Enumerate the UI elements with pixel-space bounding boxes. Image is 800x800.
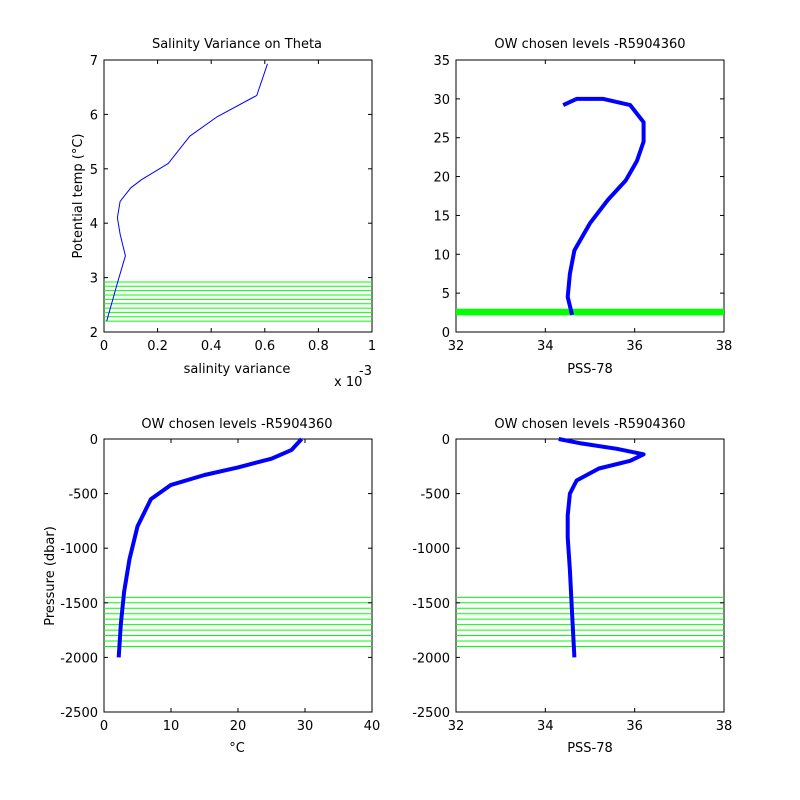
panel-2-profile-line: [562, 96, 646, 316]
panel-1-xtick-label: 0.6: [254, 339, 275, 354]
panel-2-xtick-label: 32: [448, 339, 465, 354]
panel-2-ytick-label: 30: [433, 93, 450, 108]
panel-1-xtick-label: 0.4: [201, 339, 222, 354]
panel-4-xtick-label: 32: [448, 719, 465, 734]
panel-4-ytick-label: -1000: [412, 542, 450, 557]
panel-2-xtick-label: 34: [537, 339, 554, 354]
panel-1-axes-frame: [103, 59, 373, 333]
panel-2: OW chosen levels -R5904360 32 34 36 38 0 5 10…: [433, 37, 732, 377]
panel-2-ytick-label: 35: [433, 54, 450, 69]
panel-3-series: [116, 437, 304, 658]
panel-4-profile-line: [558, 437, 646, 658]
panel-1-ytick-label: 6: [90, 108, 98, 123]
panel-4-xtick-label: 38: [716, 719, 733, 734]
panel-3-ytick-label: -500: [68, 488, 98, 503]
panel-1-ytick-label: 2: [90, 326, 98, 341]
panel-2-levels: [456, 308, 724, 316]
panel-2-ytick-label: 10: [433, 248, 450, 263]
panel-4-ytick-label: -1500: [412, 597, 450, 612]
panel-3: OW chosen levels -R5904360 0 10 20 30 40 -25…: [43, 417, 380, 756]
panel-1-xtick-label: 0: [100, 339, 108, 354]
panel-3-ytick-label: -1000: [60, 542, 98, 557]
panel-4-xtick-label: 34: [537, 719, 554, 734]
panel-3-title: OW chosen levels -R5904360: [141, 417, 332, 432]
panel-3-profile-line: [116, 437, 304, 658]
panel-4-xtick-label: 36: [626, 719, 643, 734]
panel-2-ytick-label: 20: [433, 171, 450, 186]
panel-3-levels: [104, 596, 372, 647]
panel-4-xlabel: PSS-78: [567, 741, 613, 756]
panel-3-xticks: 0 10 20 30 40: [100, 439, 380, 734]
panel-1-levels: [104, 281, 372, 322]
panel-1-xtick-label: 1: [368, 339, 376, 354]
panel-2-xtick-label: 38: [716, 339, 733, 354]
panel-1-ytick-label: 3: [90, 272, 98, 287]
panel-1-ytick-label: 4: [90, 217, 98, 232]
panel-4-series: [558, 437, 646, 658]
panel-4-axes-frame: [455, 438, 725, 713]
panel-3-xtick-label: 20: [230, 719, 247, 734]
panel-4: OW chosen levels -R5904360 32 34 36 38 -250…: [412, 417, 732, 756]
panel-3-axes-frame: [103, 438, 373, 713]
panel-1-xtick-label: 0.8: [308, 339, 329, 354]
panel-4-title: OW chosen levels -R5904360: [494, 417, 685, 432]
panel-1: Salinity Variance on Theta 0 0.2 0.4 0.6 0.8…: [71, 37, 376, 390]
panel-2-ytick-label: 5: [442, 287, 450, 302]
panel-2-xtick-label: 36: [626, 339, 643, 354]
panel-3-xlabel: °C: [229, 741, 245, 756]
panel-3-ylabel: Pressure (dbar): [43, 526, 58, 626]
panel-3-ytick-label: -2500: [60, 706, 98, 721]
panel-2-axes-frame: [455, 59, 725, 333]
panel-3-ytick-label: -1500: [60, 597, 98, 612]
panel-3-xtick-label: 0: [100, 719, 108, 734]
panel-1-yticks: 2 3 4 5 6 7: [90, 54, 372, 341]
panel-3-ytick-label: 0: [90, 433, 98, 448]
panel-2-series: [562, 96, 646, 316]
panel-2-ytick-label: 15: [433, 209, 450, 224]
panel-3-xtick-label: 40: [364, 719, 381, 734]
panel-1-x-exponent-power: -3: [359, 364, 372, 379]
panel-3-ytick-label: -2000: [60, 651, 98, 666]
panel-1-ylabel: Potential temp (°C): [71, 134, 86, 259]
panel-2-ytick-label: 0: [442, 326, 450, 341]
panel-1-series: [106, 63, 268, 322]
panel-1-x-exponent: x 10: [334, 375, 362, 390]
panel-3-xtick-label: 30: [297, 719, 314, 734]
panel-1-xtick-label: 0.2: [147, 339, 168, 354]
panel-1-xlabel: salinity variance: [184, 362, 291, 377]
panel-4-ytick-label: -500: [420, 488, 450, 503]
panel-3-xtick-label: 10: [163, 719, 180, 734]
panel-1-ytick-label: 5: [90, 163, 98, 178]
panel-1-title: Salinity Variance on Theta: [152, 37, 322, 52]
panel-2-xlabel: PSS-78: [567, 362, 613, 377]
panel-1-profile-line: [106, 63, 268, 322]
panel-2-ytick-label: 25: [433, 132, 450, 147]
panel-4-yticks: -2500 -2000 -1500 -1000 -500 0: [412, 433, 724, 721]
panel-4-ytick-label: -2000: [412, 651, 450, 666]
panel-2-xticks: 32 34 36 38: [448, 60, 733, 354]
panel-4-ytick-label: -2500: [412, 706, 450, 721]
panel-1-xticks: 0 0.2 0.4 0.6 0.8 1: [100, 60, 376, 354]
panel-2-title: OW chosen levels -R5904360: [494, 37, 685, 52]
panel-1-ytick-label: 7: [90, 54, 98, 69]
panel-3-yticks: -2500 -2000 -1500 -1000 -500 0: [60, 433, 372, 721]
panel-4-ytick-label: 0: [442, 433, 450, 448]
panel-4-xticks: 32 34 36 38: [448, 439, 733, 734]
panel-2-yticks: 0 5 10 15 20 25 30 35: [433, 54, 724, 341]
panel-4-levels: [456, 596, 724, 647]
